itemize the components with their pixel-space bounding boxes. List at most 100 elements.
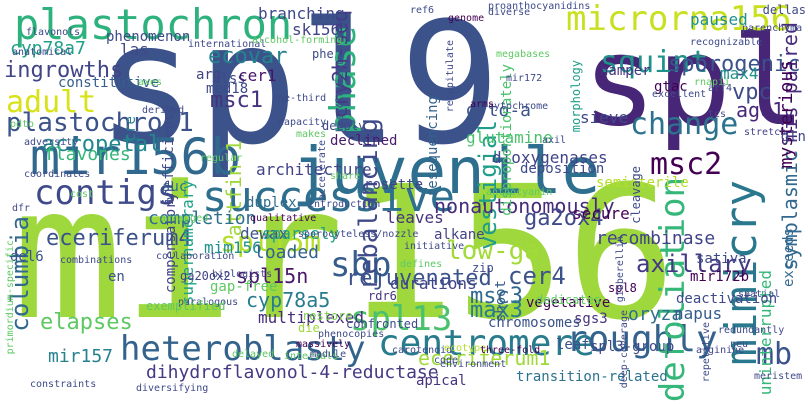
word-derived: derived	[142, 105, 185, 116]
word-plastochron: plastochron	[14, 0, 293, 49]
word-exemplified: exemplified	[146, 299, 226, 313]
word-cer4: cer4	[508, 262, 566, 290]
word-diversifying: diversifying	[136, 383, 209, 394]
word-branching: branching	[258, 4, 345, 23]
word-international: international	[188, 39, 267, 50]
word-durations: durations	[390, 274, 477, 293]
word-proanthocyanidins: proanthocyanidins	[488, 1, 591, 12]
word-deposition: deposition	[520, 161, 605, 177]
word-redundantly: redundantly	[718, 325, 785, 336]
word-ecovar: ecovar	[208, 44, 288, 69]
word-biologists: biologists	[212, 269, 273, 280]
word-cer1: cer1	[238, 66, 277, 85]
word-roughly: roughly	[566, 319, 718, 360]
word-plastochron1: plastochron1	[6, 108, 194, 138]
word-recombinase: recombinase	[596, 228, 716, 249]
word-gtac: gtac	[654, 79, 688, 95]
word-mim156: mim156	[204, 238, 262, 257]
word-deactivation: deactivation	[676, 291, 778, 307]
word-anthocyanin: anthocyanin	[486, 187, 553, 198]
word-parenchyma: parenchyma	[742, 23, 803, 34]
word-max3: max3	[470, 298, 523, 323]
word-phenocopies: phenocopies	[318, 329, 385, 340]
word-dewax: dewax	[240, 224, 289, 243]
word-diverse: diverse	[488, 7, 531, 18]
word-secure: secure	[572, 204, 630, 223]
word-cytochrome: cytochrome	[488, 101, 549, 112]
word-semisterile: semisterile	[596, 175, 689, 191]
word-makes: makes	[296, 129, 327, 140]
word-declined: declined	[330, 133, 398, 149]
word-recapitulate: recapitulate	[445, 40, 456, 113]
word-low-ga: low-ga	[446, 236, 540, 266]
word-dedicates: dedicates	[536, 293, 602, 307]
word-cleavage: cleavage	[629, 166, 643, 224]
word-primordium-specific: primordium-specific	[5, 240, 16, 355]
word-msc2: msc2	[650, 147, 723, 182]
word-accelerate: accelerate	[317, 140, 328, 201]
word-adult: adult	[6, 85, 97, 120]
word-architecture: architecture	[256, 160, 372, 179]
word-cyp78a7: cyp78a7	[10, 38, 86, 59]
word-introduction: introduction	[308, 199, 381, 210]
word-die: die	[298, 321, 320, 335]
word-constitutive: constitutive	[58, 75, 160, 91]
word-nlss: nlss	[212, 71, 246, 87]
word-collaboration: collaboration	[156, 251, 235, 262]
word-ecotype: ecotype	[444, 343, 487, 354]
word-leaf: leaf	[556, 337, 590, 353]
word-deep-coverage: deep-coverage	[619, 310, 630, 389]
word-successive: successive	[202, 172, 455, 221]
word-axes: axes	[138, 77, 163, 88]
word-elapses: elapses	[40, 310, 133, 335]
word-oryza: oryza	[628, 304, 683, 325]
word-gap-free: gap-free	[210, 279, 278, 295]
word-mir157: mir157	[48, 346, 114, 367]
word-en: en	[108, 269, 125, 285]
word-stretch: stretch	[744, 127, 787, 138]
word-axillary: axillary	[636, 250, 752, 278]
word-mir172b: mir172b	[690, 269, 750, 285]
word-phe: phe	[312, 47, 334, 61]
word-histological: histological	[335, 60, 346, 133]
word-spl: spl	[582, 10, 806, 154]
word-exceeds: exceeds	[781, 228, 797, 288]
word-genome: genome	[448, 13, 485, 24]
word-zip: zip	[472, 261, 494, 275]
word-mb: mb	[756, 337, 793, 372]
word-change: change	[630, 107, 739, 142]
word-qualitative: qualitative	[250, 213, 317, 224]
word-sparsely: sparsely	[262, 224, 340, 243]
word-msc3: msc3	[470, 284, 523, 309]
word-cost: cost	[70, 189, 95, 200]
word-regular: regular	[200, 153, 243, 164]
word-mir172: mir172	[506, 73, 543, 84]
word-spl13: spl13	[350, 299, 453, 339]
word-las: las	[120, 40, 149, 59]
word-tcs: tcs	[708, 109, 727, 120]
word-heteroblasty: heteroblasty	[120, 329, 366, 369]
word-rdr6: rdr6	[368, 289, 397, 303]
word-completion: completion	[148, 208, 257, 229]
word-sporogenic: sporogenic	[668, 52, 801, 77]
word-delayed: delayed	[232, 349, 275, 360]
word-rosette: rosette	[364, 177, 424, 193]
word-sporocyteless-nozzle: sporocyteless/nozzle	[298, 229, 419, 240]
word-acropetal: acropetal	[42, 132, 162, 157]
word-deeply: deeply	[322, 119, 366, 133]
word-constraints: constraints	[30, 379, 97, 390]
word-dfr: dfr	[12, 203, 31, 214]
word-defines: defines	[400, 259, 443, 270]
word-rejuvenated: rejuvenated	[346, 266, 492, 291]
word-microrna156: microrna156	[566, 0, 792, 39]
word-recognizable: recognizable	[690, 37, 763, 48]
word-spl15m: spl15m	[220, 225, 322, 258]
word-spatial: spatial	[738, 289, 781, 300]
word-combinations: combinations	[60, 255, 133, 266]
word-eceriferum4: eceriferum4	[46, 226, 192, 251]
word-napus: napus	[674, 304, 723, 323]
word-rnapii: rnapii	[694, 77, 731, 88]
word-initiative: initiative	[404, 241, 465, 252]
word-chromosomes: chromosomes	[488, 315, 581, 331]
